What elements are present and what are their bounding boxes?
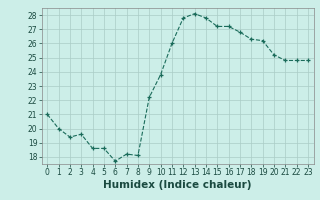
X-axis label: Humidex (Indice chaleur): Humidex (Indice chaleur) (103, 180, 252, 190)
